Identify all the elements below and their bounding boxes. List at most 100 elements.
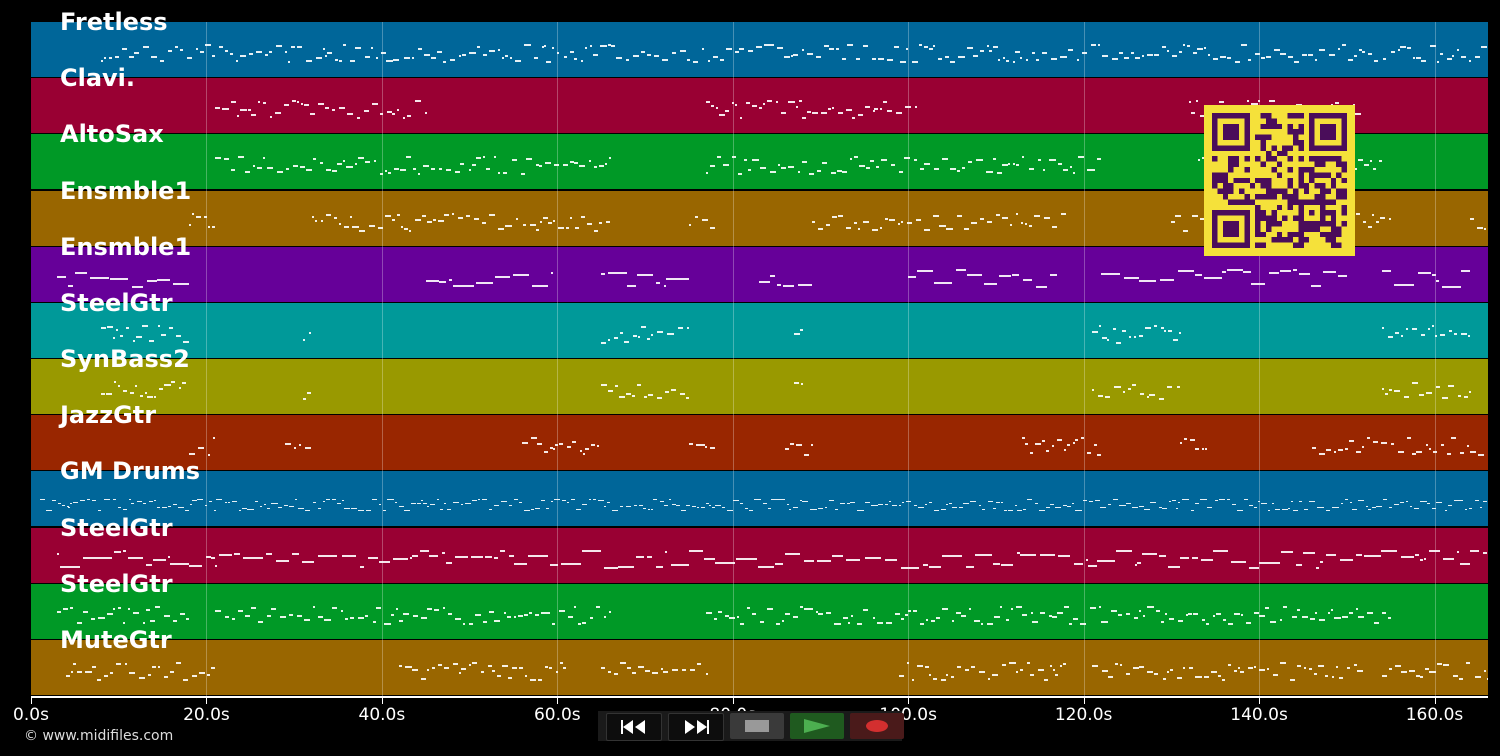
note-event: [1448, 385, 1455, 387]
note-event: [1308, 667, 1312, 670]
note-event: [1420, 501, 1427, 503]
note-event: [1345, 499, 1348, 501]
record-button[interactable]: [850, 713, 904, 739]
note-event: [589, 45, 593, 47]
note-event: [146, 563, 152, 566]
note-event: [1373, 60, 1379, 62]
note-event: [722, 164, 730, 167]
note-event: [540, 500, 545, 502]
note-event: [1474, 675, 1481, 678]
note-event: [986, 171, 993, 174]
note-event: [711, 507, 715, 509]
note-event: [181, 382, 187, 384]
note-event: [1460, 56, 1467, 58]
note-event: [532, 284, 548, 287]
note-event: [701, 48, 704, 50]
note-event: [961, 614, 967, 617]
note-event: [859, 165, 865, 168]
time-gridline: [1083, 22, 1085, 696]
note-event: [308, 331, 311, 334]
note-event: [345, 617, 349, 620]
note-event: [1204, 675, 1209, 678]
note-event: [1177, 619, 1184, 622]
axis-tick: [557, 696, 559, 704]
note-event: [1240, 670, 1244, 673]
note-event: [1319, 560, 1324, 563]
track-lane[interactable]: [31, 302, 1488, 358]
note-event: [255, 51, 263, 53]
play-button[interactable]: [790, 713, 844, 739]
track-lane[interactable]: [31, 639, 1488, 695]
note-event: [752, 159, 759, 162]
note-event: [817, 170, 822, 173]
note-event: [656, 330, 664, 333]
note-event: [105, 393, 113, 395]
note-event: [1049, 159, 1056, 162]
note-event: [1114, 386, 1121, 388]
note-event: [432, 218, 436, 221]
note-event: [1394, 283, 1414, 286]
note-event: [636, 555, 645, 558]
note-event: [285, 443, 291, 446]
note-event: [1002, 164, 1009, 167]
note-event: [168, 555, 171, 558]
note-event: [688, 549, 704, 552]
note-event: [886, 110, 893, 113]
note-event: [788, 509, 791, 511]
note-event: [949, 168, 956, 171]
note-event: [462, 54, 466, 56]
note-event: [277, 507, 283, 509]
track-lane[interactable]: [31, 22, 1488, 78]
note-event: [1247, 666, 1254, 669]
note-event: [579, 165, 585, 168]
note-event: [1363, 164, 1370, 167]
note-event: [932, 214, 939, 217]
note-event: [679, 393, 685, 395]
track-lane[interactable]: [31, 415, 1488, 471]
axis-tick-label: 160.0s: [1405, 705, 1464, 725]
note-event: [274, 112, 281, 115]
note-event: [1268, 100, 1275, 103]
note-event: [1388, 335, 1393, 338]
note-event: [950, 675, 954, 678]
note-event: [1015, 164, 1019, 167]
note-event: [670, 389, 676, 391]
track-lane[interactable]: [31, 527, 1488, 583]
note-event: [848, 621, 851, 624]
note-event: [1443, 663, 1449, 666]
note-event: [1057, 163, 1062, 166]
note-event: [820, 112, 828, 115]
note-event: [1398, 49, 1401, 51]
note-event: [1063, 662, 1067, 665]
track-lane[interactable]: [31, 359, 1488, 415]
note-event: [605, 220, 610, 223]
fast-forward-button[interactable]: [668, 713, 724, 741]
track-lane[interactable]: [31, 583, 1488, 639]
piano-roll[interactable]: Fretless Clavi. AltoSax Ensmble1 Ensmble1 Ste…: [31, 10, 1488, 696]
note-event: [1072, 617, 1079, 620]
note-event: [570, 51, 574, 53]
note-event: [1164, 329, 1167, 332]
track-lane[interactable]: [31, 471, 1488, 527]
note-event: [713, 617, 717, 620]
note-event: [1227, 622, 1234, 625]
note-event: [1015, 605, 1022, 608]
note-event: [1201, 618, 1205, 621]
note-event: [365, 161, 370, 164]
note-event: [129, 56, 135, 58]
stop-button[interactable]: [730, 713, 784, 739]
rewind-button[interactable]: [606, 713, 662, 741]
note-event: [633, 55, 639, 57]
note-event: [801, 383, 803, 385]
note-event: [157, 278, 171, 281]
note-event: [857, 622, 862, 625]
note-event: [157, 324, 160, 327]
note-event: [863, 608, 869, 611]
note-event: [103, 674, 109, 677]
note-event: [475, 281, 494, 284]
note-event: [297, 508, 304, 510]
note-event: [1357, 159, 1363, 162]
note-event: [366, 510, 371, 512]
note-event: [483, 156, 486, 159]
note-event: [593, 54, 598, 56]
